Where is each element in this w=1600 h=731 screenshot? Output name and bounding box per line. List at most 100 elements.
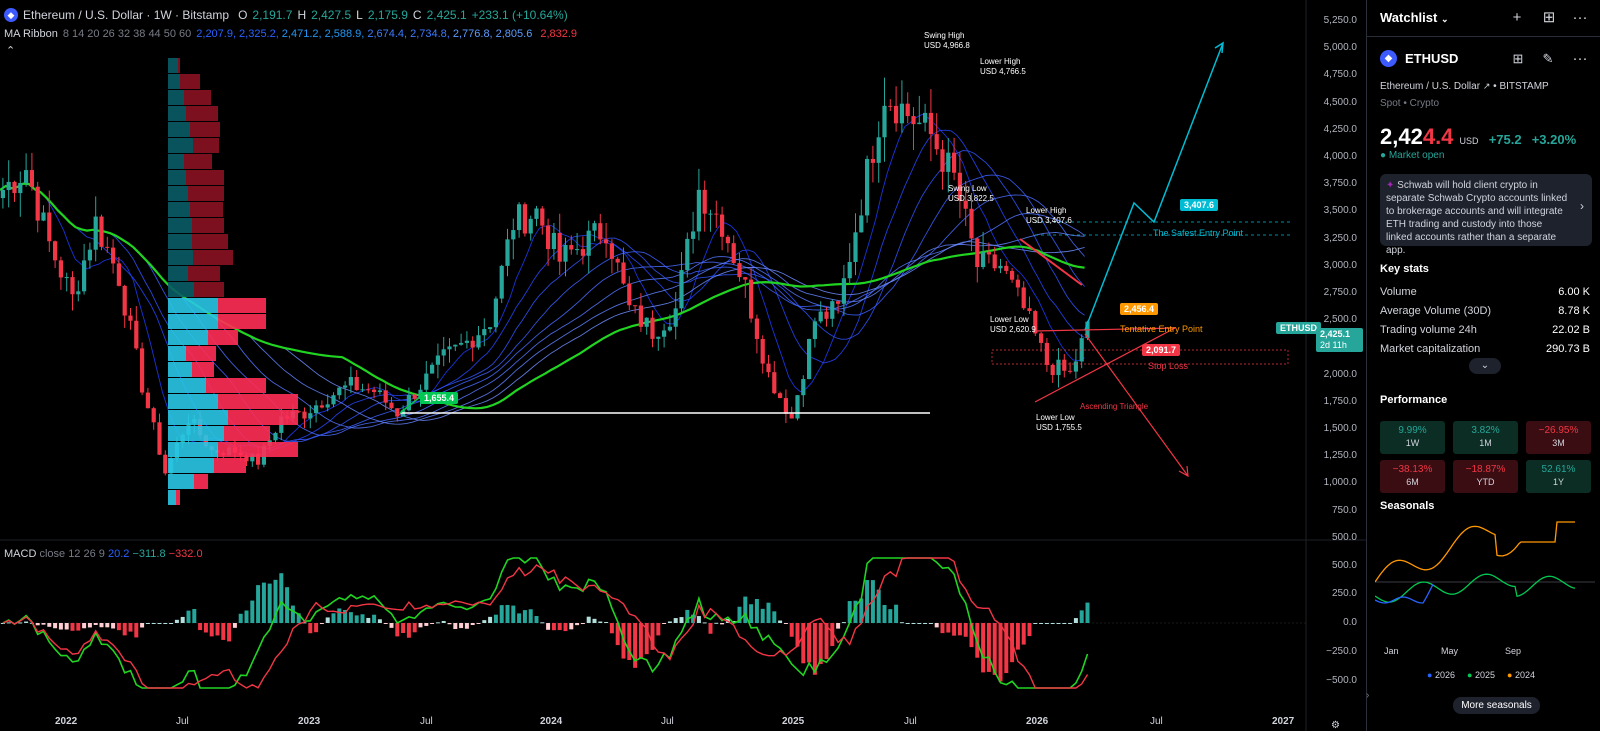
more-icon[interactable]: ··· [1572, 9, 1588, 26]
seasonal-2024 [1375, 521, 1575, 583]
close-key: C [412, 7, 422, 22]
symbol-name[interactable]: ETHUSD [1405, 51, 1459, 66]
performance-cell[interactable]: 9.99% 1W [1380, 421, 1445, 454]
price-tick: 2,500.0 [1323, 314, 1357, 326]
edit-icon[interactable]: ✎ [1542, 51, 1554, 66]
macd-histogram-bar [795, 623, 800, 647]
candle-body [963, 200, 968, 209]
macd-histogram-bar [749, 604, 754, 623]
symbol-legend-row: ◆ Ethereum / U.S. Dollar · 1W · Bitstamp… [4, 5, 577, 24]
performance-cell[interactable]: −18.87% YTD [1453, 460, 1518, 493]
macd-histogram-bar [952, 623, 957, 636]
macd-histogram-bar [111, 623, 116, 629]
macd-histogram-bar [64, 623, 69, 630]
seasonal-year: 2025 [1474, 670, 1495, 680]
change-value: +233.1 (+10.64%) [471, 7, 568, 22]
macd-histogram-bar [505, 604, 510, 623]
macd-histogram-bar [325, 617, 330, 623]
advanced-view-icon[interactable]: ⊞ [1542, 9, 1556, 26]
macd-histogram-bar [372, 614, 377, 623]
candle-body [876, 137, 881, 163]
candle-body [905, 103, 910, 117]
macd-histogram-bar [169, 623, 174, 624]
macd-histogram-bar [1073, 618, 1078, 623]
macd-histogram-bar [992, 623, 997, 675]
performance-value: 52.61% [1541, 464, 1576, 475]
macd-histogram-bar [696, 616, 701, 623]
seasonal-legend-item[interactable]: ● 2026 [1427, 670, 1455, 680]
seasonals-title[interactable]: Seasonals [1380, 500, 1435, 512]
last-price: 2,425.1 [1320, 329, 1351, 339]
symbol-description[interactable]: Ethereum / U.S. Dollar [1380, 81, 1481, 92]
legend-dot-icon: ● [1467, 670, 1475, 680]
candle-body [453, 344, 458, 347]
performance-cell[interactable]: 3.82% 1M [1453, 421, 1518, 454]
candle-body [360, 389, 365, 391]
time-tick: 2026 [1026, 716, 1049, 727]
volume-profile-up [168, 330, 208, 345]
macd-histogram-bar [592, 618, 597, 623]
news-card[interactable]: ✦ Schwab will hold client crypto in sepa… [1380, 174, 1592, 256]
performance-cell[interactable]: −38.13% 6M [1380, 460, 1445, 493]
layout-icon[interactable]: ⊞ [1512, 51, 1524, 66]
collapse-legend-icon[interactable]: ⌃ [6, 45, 16, 57]
macd-histogram-bar [1056, 623, 1061, 624]
candle-body [766, 363, 771, 373]
candle-body [708, 213, 713, 215]
external-link-icon[interactable]: ↗ [1482, 81, 1491, 91]
price-tick: 1,500.0 [1323, 423, 1357, 434]
key-stats-title[interactable]: Key stats [1380, 263, 1429, 275]
macd-title: MACD [4, 548, 37, 560]
macd-histogram-bar [389, 623, 394, 628]
macd-histogram-bar [203, 623, 208, 633]
candle-body [528, 218, 533, 234]
macd-histogram-bar [673, 618, 678, 623]
entry-price-chip: 2,456.4 [1120, 303, 1159, 315]
triangle-top [1034, 327, 1176, 332]
seasonals-chart[interactable] [1375, 518, 1595, 638]
candle-body [830, 301, 835, 319]
ma-ribbon-value: 2,471.2, [281, 27, 322, 40]
volume-profile-up [168, 362, 192, 377]
macd-histogram-bar [151, 623, 156, 624]
performance-cell[interactable]: −26.95% 3M [1526, 421, 1591, 454]
macd-histogram-bar [644, 623, 649, 655]
symbol-title[interactable]: Ethereum / U.S. Dollar · 1W · Bitstamp [23, 7, 230, 22]
candle-body [812, 321, 817, 339]
candle-body [122, 285, 127, 316]
macd-histogram-bar [308, 623, 313, 634]
watchlist-dropdown[interactable]: Watchlist ⌄ [1380, 10, 1448, 25]
seasonal-legend-item[interactable]: ● 2024 [1507, 670, 1535, 680]
volume-profile-up [168, 474, 194, 489]
macd-histogram-bar [807, 623, 812, 663]
expand-stats-icon[interactable]: ⌄ [1469, 358, 1501, 374]
macd-histogram-bar [737, 606, 742, 623]
more-options-icon[interactable]: ··· [1572, 50, 1588, 67]
macd-histogram-bar [656, 623, 661, 636]
performance-title[interactable]: Performance [1380, 394, 1448, 406]
macd-histogram-bar [0, 623, 5, 624]
sidebar-collapse-icon[interactable]: › [1366, 690, 1370, 701]
performance-cell[interactable]: 52.61% 1Y [1526, 460, 1591, 493]
time-tick: Jul [904, 716, 917, 727]
ma-ribbon-legend[interactable]: MA Ribbon 8 14 20 26 32 38 44 50 60 2,20… [4, 24, 577, 43]
price-chart[interactable] [0, 0, 1366, 731]
volume-profile-down [224, 426, 270, 441]
add-symbol-icon[interactable]: + [1512, 9, 1522, 26]
candle-body [772, 372, 777, 394]
macd-histogram-bar [546, 623, 551, 630]
seasonal-legend-item[interactable]: ● 2025 [1467, 670, 1495, 680]
more-seasonals-button[interactable]: More seasonals [1453, 697, 1540, 714]
macd-legend[interactable]: MACD close 12 26 9 20.2 −311.8 −332.0 [4, 548, 203, 560]
settings-icon[interactable]: ⚙ [1331, 720, 1340, 731]
candle-body [696, 189, 701, 232]
key-stat-row: Volume 6.00 K [1380, 286, 1590, 298]
macd-histogram-bar [1015, 623, 1020, 650]
lower-high-label-2: Lower High USD 3,407.6 [1026, 206, 1072, 225]
ma-ribbon-value: 2,734.8, [410, 27, 450, 40]
watchlist-label: Watchlist [1380, 10, 1438, 25]
candle-body [940, 149, 945, 172]
macd-histogram-bar [453, 623, 458, 630]
price-tick: 4,750.0 [1323, 69, 1357, 81]
volume-profile-up [168, 58, 178, 73]
